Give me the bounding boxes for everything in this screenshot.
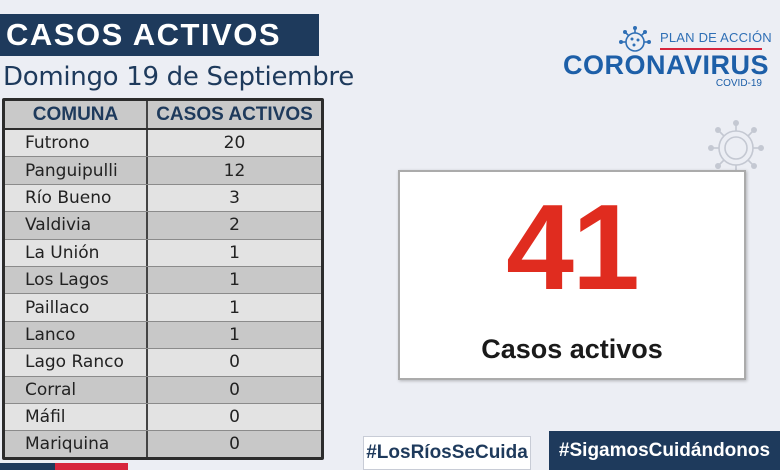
virus-decoration-icon [708,120,764,176]
table-row: Paillaco 1 [5,294,321,322]
table-row: Panguipulli 12 [5,157,321,185]
cell-casos: 12 [223,160,246,181]
logo-divider [660,48,762,50]
cell-casos: 0 [229,379,240,400]
table-body: Futrono 20 Panguipulli 12 Río Bueno 3 Valdivia… [5,130,321,457]
cell-casos: 1 [229,324,240,345]
cell-comuna: Los Lagos [5,266,148,294]
cell-comuna: Lanco [5,321,148,349]
cell-casos: 1 [229,297,240,318]
cell-comuna: Valdivia [5,212,148,239]
title-bar: CASOS ACTIVOS [0,14,319,56]
table-row: Los Lagos 1 [5,266,321,295]
cell-comuna: Lago Ranco [5,349,148,376]
flag-stripe [0,463,128,470]
cell-comuna: Paillaco [5,294,148,321]
cell-comuna: Mariquina [5,431,148,457]
cell-comuna: Máfil [5,403,148,431]
cell-casos: 3 [229,187,240,208]
total-label: Casos activos [481,334,663,364]
table-row: Corral 0 [5,376,321,404]
cell-casos: 0 [229,434,240,455]
table-row: Río Bueno 3 [5,184,321,213]
hashtag-los-rios: #LosRíosSeCuida [363,436,531,470]
cases-table: COMUNA CASOS ACTIVOS Futrono 20 Panguipull… [2,98,324,460]
cell-casos: 1 [229,242,240,263]
logo-main-text: CORONAVIRUS [563,50,770,80]
flag-blue [0,463,55,470]
flag-red [55,463,128,470]
cell-comuna: Futrono [5,130,148,157]
virus-icon [619,26,651,52]
table-row: Valdivia 2 [5,212,321,240]
cell-casos: 0 [229,352,240,373]
col-header-comuna: COMUNA [5,101,148,128]
date-subtitle: Domingo 19 de Septiembre [3,62,354,92]
col-header-casos: CASOS ACTIVOS [156,103,313,125]
table-row: Mariquina 0 [5,431,321,457]
logo-covid-text: COVID-19 [715,78,762,89]
total-value: 41 [506,179,640,315]
table-header: COMUNA CASOS ACTIVOS [5,101,321,130]
cell-casos: 2 [229,215,240,236]
hashtag-sigamos: #SigamosCuidándonos [549,431,780,470]
table-row: Máfil 0 [5,403,321,432]
table-row: Lanco 1 [5,321,321,350]
total-panel: 41 Casos activos [398,170,746,380]
cell-casos: 1 [229,270,240,291]
table-row: La Unión 1 [5,239,321,267]
cell-casos: 0 [229,407,240,428]
table-row: Lago Ranco 0 [5,349,321,377]
cell-comuna: Panguipulli [5,157,148,184]
page-title: CASOS ACTIVOS [6,17,281,52]
logo-plan-text: PLAN DE ACCIÓN [660,30,772,45]
table-row: Futrono 20 [5,130,321,158]
cell-comuna: La Unión [5,239,148,266]
cell-comuna: Río Bueno [5,184,148,212]
coronavirus-logo: PLAN DE ACCIÓN CORONAVIRUS COVID-19 [560,26,772,92]
cell-comuna: Corral [5,376,148,403]
cell-casos: 20 [223,133,246,154]
